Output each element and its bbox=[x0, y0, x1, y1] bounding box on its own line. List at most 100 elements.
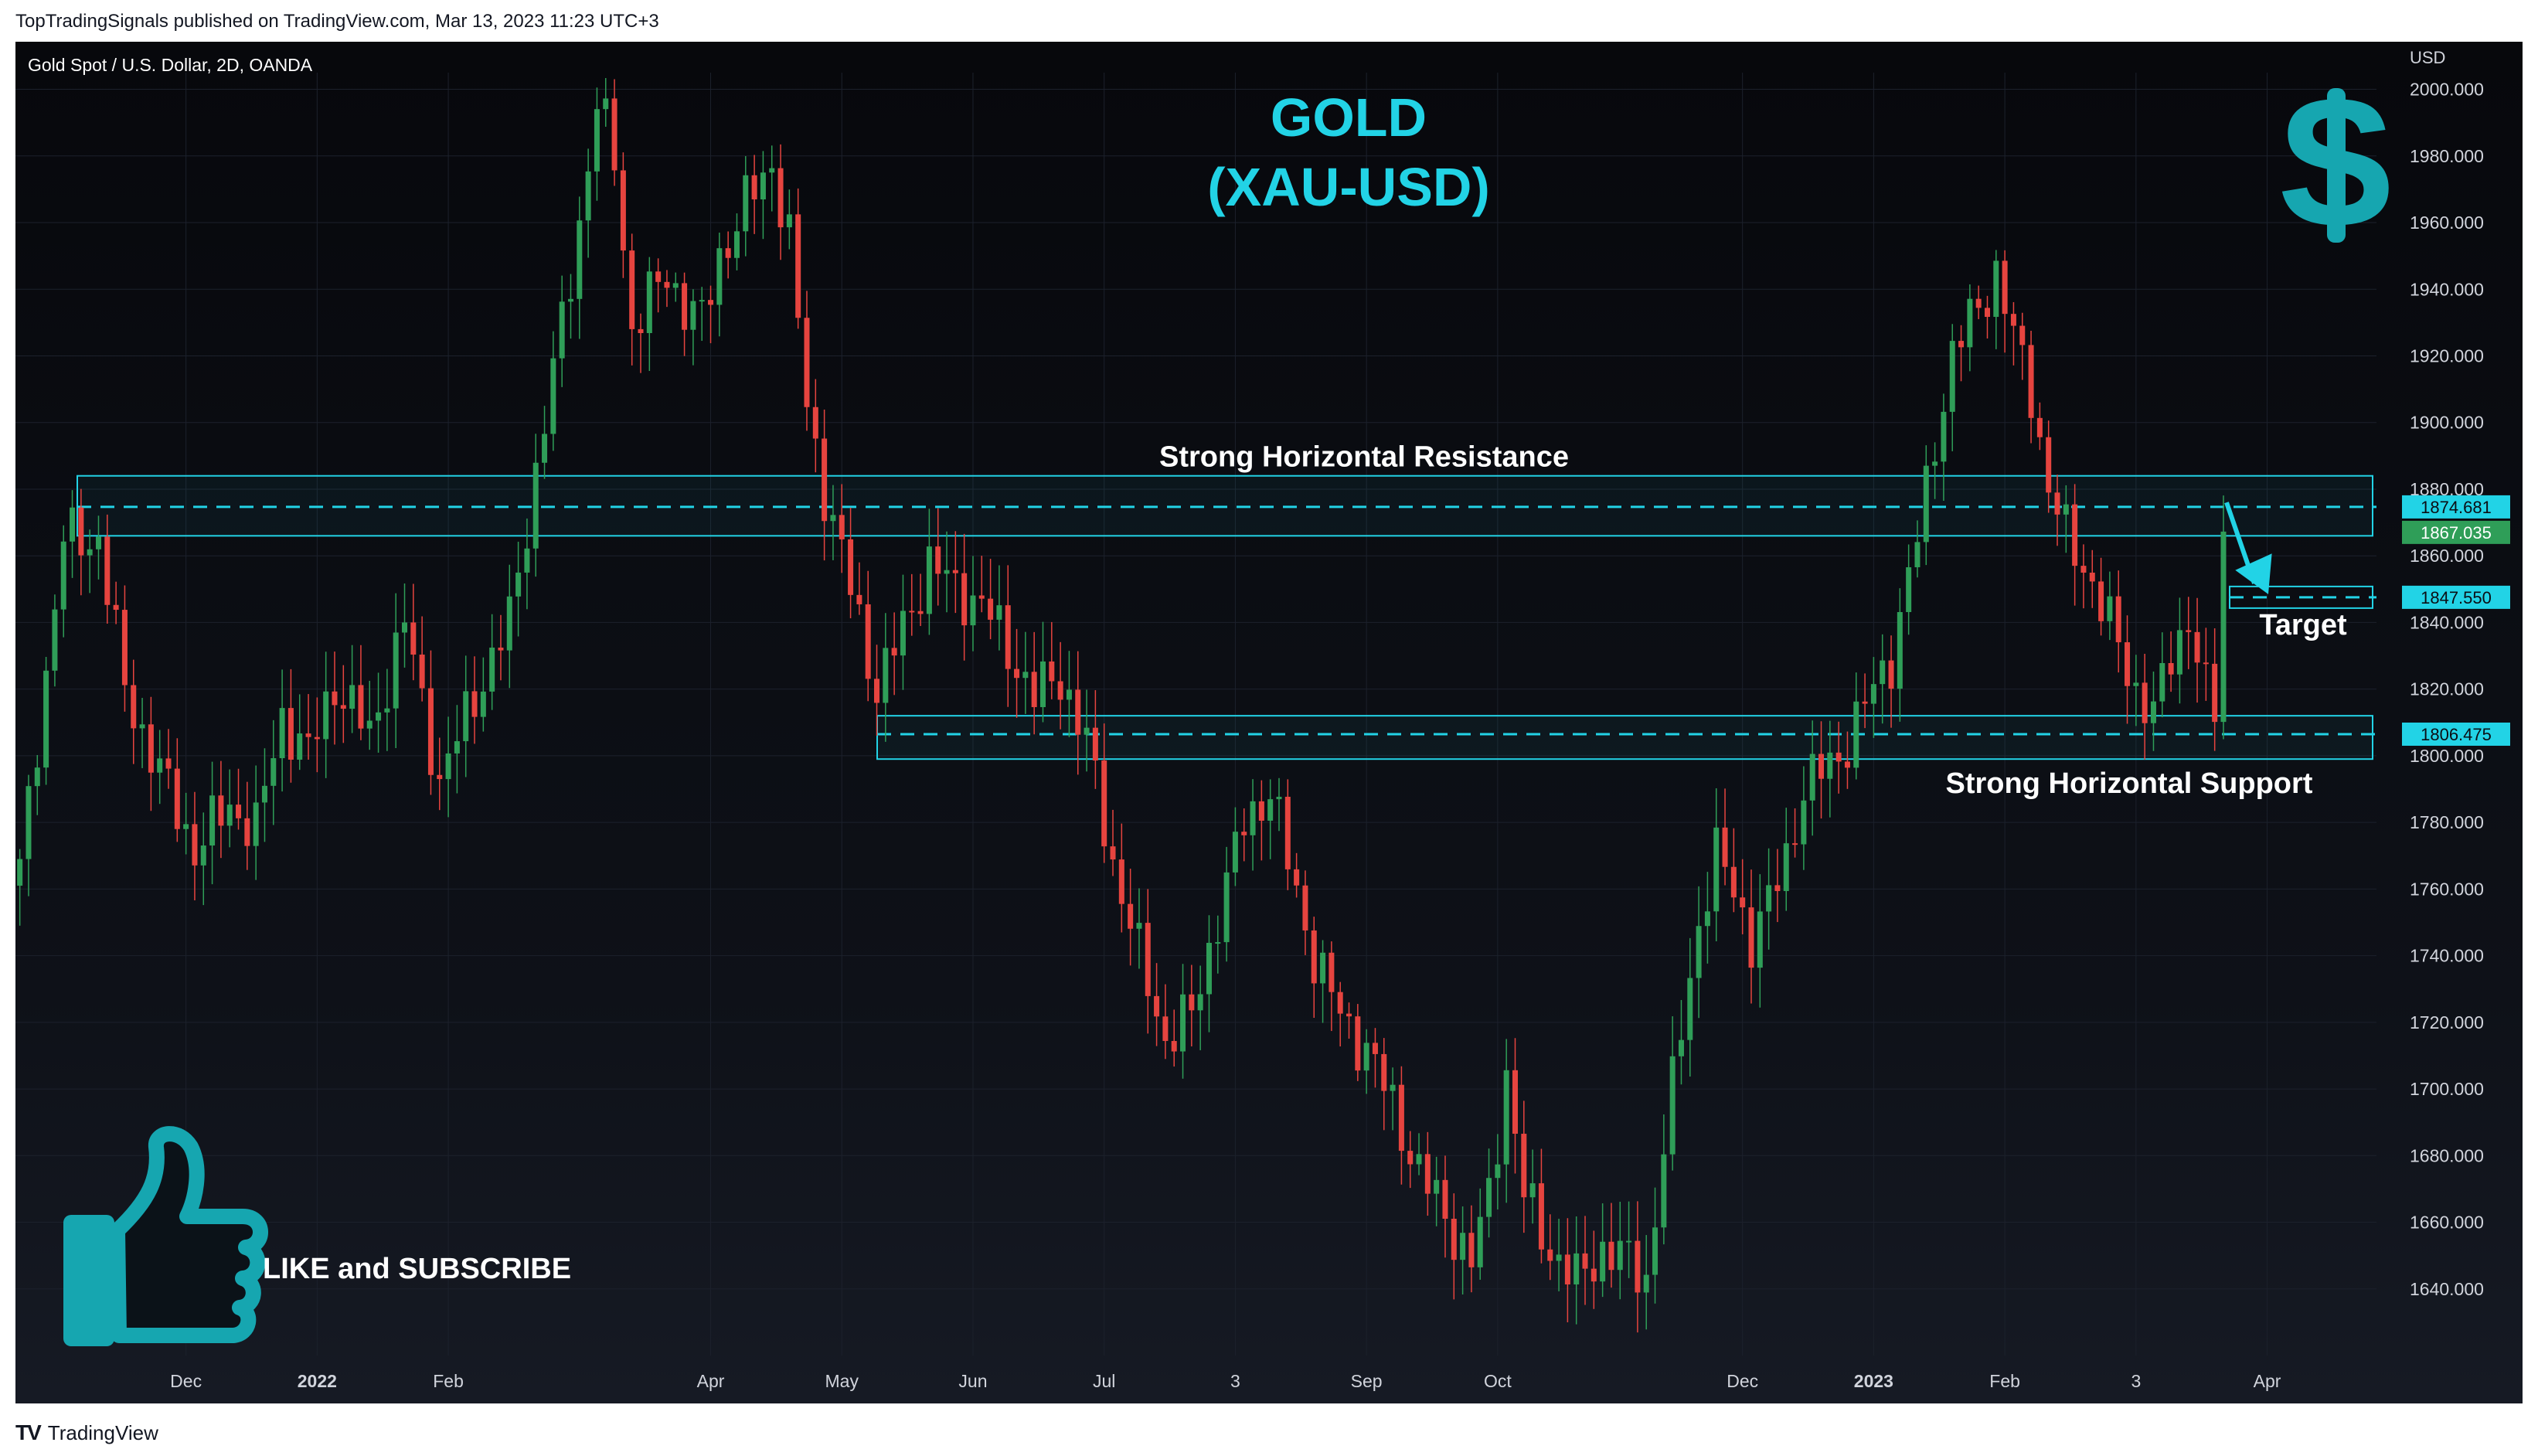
candle[interactable] bbox=[550, 331, 556, 451]
candle[interactable] bbox=[1197, 965, 1203, 1050]
candle[interactable] bbox=[1128, 869, 1134, 966]
candle[interactable] bbox=[1949, 324, 1955, 451]
candle[interactable] bbox=[672, 272, 679, 302]
candle[interactable] bbox=[1669, 1016, 1676, 1171]
candle[interactable] bbox=[2098, 557, 2104, 636]
candle[interactable] bbox=[1801, 766, 1807, 870]
candle[interactable] bbox=[87, 529, 93, 594]
candle[interactable] bbox=[1853, 672, 1859, 780]
candle[interactable] bbox=[682, 272, 688, 356]
candle[interactable] bbox=[200, 812, 206, 906]
candle[interactable] bbox=[437, 737, 443, 811]
candle[interactable] bbox=[1022, 631, 1029, 714]
candle[interactable] bbox=[725, 231, 731, 279]
candle[interactable] bbox=[1967, 284, 1973, 372]
candle[interactable] bbox=[506, 564, 512, 689]
candle[interactable] bbox=[2159, 632, 2165, 718]
candle[interactable] bbox=[1844, 731, 1850, 789]
candle[interactable] bbox=[1005, 565, 1011, 707]
candle[interactable] bbox=[287, 668, 294, 783]
candle[interactable] bbox=[839, 484, 845, 573]
candle[interactable] bbox=[410, 583, 417, 681]
candle[interactable] bbox=[1145, 889, 1151, 1034]
candle[interactable] bbox=[366, 680, 373, 750]
candle[interactable] bbox=[1975, 285, 1982, 319]
candle[interactable] bbox=[1442, 1155, 1448, 1258]
candle[interactable] bbox=[690, 289, 696, 366]
candle[interactable] bbox=[733, 213, 740, 270]
candle[interactable] bbox=[1774, 849, 1781, 923]
candle[interactable] bbox=[777, 144, 784, 260]
candle[interactable] bbox=[1547, 1214, 1553, 1281]
candle[interactable] bbox=[996, 565, 1002, 651]
candle[interactable] bbox=[1180, 964, 1186, 1079]
candle[interactable] bbox=[1713, 788, 1720, 941]
candle[interactable] bbox=[1730, 828, 1737, 913]
candle[interactable] bbox=[611, 79, 617, 186]
candle[interactable] bbox=[1582, 1216, 1588, 1305]
candle[interactable] bbox=[1057, 641, 1063, 730]
candle[interactable] bbox=[1092, 690, 1098, 789]
candle[interactable] bbox=[2194, 597, 2200, 703]
chart-frame[interactable]: Strong Horizontal Resistance Strong Horiz… bbox=[15, 42, 2523, 1403]
candle[interactable] bbox=[1346, 1002, 1352, 1039]
chart[interactable]: Strong Horizontal Resistance Strong Horiz… bbox=[15, 42, 2523, 1403]
candle[interactable] bbox=[1914, 520, 1921, 578]
candle[interactable] bbox=[1740, 859, 1746, 934]
candle[interactable] bbox=[865, 570, 871, 702]
candle[interactable] bbox=[2115, 570, 2121, 673]
candle[interactable] bbox=[1320, 940, 1326, 1023]
candle[interactable] bbox=[43, 657, 49, 785]
candle[interactable] bbox=[1704, 872, 1710, 964]
candle[interactable] bbox=[1783, 808, 1789, 911]
candle[interactable] bbox=[743, 155, 749, 257]
candle[interactable] bbox=[1276, 777, 1282, 832]
candle[interactable] bbox=[340, 665, 346, 743]
candle[interactable] bbox=[1434, 1156, 1440, 1226]
candle[interactable] bbox=[585, 148, 591, 258]
candle[interactable] bbox=[1608, 1203, 1614, 1288]
candle[interactable] bbox=[480, 657, 486, 732]
candle[interactable] bbox=[2072, 484, 2078, 606]
candle[interactable] bbox=[1337, 981, 1343, 1047]
candle[interactable] bbox=[1110, 809, 1116, 876]
candle[interactable] bbox=[532, 434, 539, 577]
candle[interactable] bbox=[1809, 720, 1815, 836]
candle[interactable] bbox=[226, 769, 233, 848]
candle[interactable] bbox=[2133, 655, 2139, 726]
candle[interactable] bbox=[1460, 1206, 1466, 1294]
candle[interactable] bbox=[148, 696, 154, 811]
candle[interactable] bbox=[1258, 780, 1264, 861]
candle[interactable] bbox=[157, 730, 163, 805]
candle[interactable] bbox=[1468, 1205, 1475, 1293]
candle[interactable] bbox=[402, 583, 408, 668]
candle[interactable] bbox=[1722, 788, 1728, 886]
candle[interactable] bbox=[944, 531, 950, 613]
candle[interactable] bbox=[1014, 628, 1020, 718]
candle[interactable] bbox=[1206, 915, 1212, 1032]
candle[interactable] bbox=[1652, 1187, 1659, 1304]
candle[interactable] bbox=[577, 196, 583, 339]
candle[interactable] bbox=[1870, 657, 1876, 738]
candle[interactable] bbox=[270, 719, 277, 825]
candle[interactable] bbox=[716, 233, 723, 337]
candle[interactable] bbox=[60, 525, 66, 638]
candle[interactable] bbox=[139, 698, 145, 768]
candle[interactable] bbox=[1661, 1114, 1667, 1245]
candle[interactable] bbox=[1932, 442, 1938, 499]
candle[interactable] bbox=[524, 518, 530, 610]
candle[interactable] bbox=[1906, 544, 1912, 635]
candle[interactable] bbox=[1643, 1235, 1649, 1330]
candle[interactable] bbox=[891, 612, 897, 696]
candle[interactable] bbox=[594, 87, 600, 201]
candle[interactable] bbox=[323, 651, 329, 778]
candle[interactable] bbox=[165, 729, 172, 789]
candle[interactable] bbox=[1039, 621, 1046, 723]
candle[interactable] bbox=[52, 594, 58, 687]
candle[interactable] bbox=[1503, 1039, 1509, 1203]
candle[interactable] bbox=[70, 490, 76, 578]
candle[interactable] bbox=[2010, 301, 2016, 366]
candle[interactable] bbox=[2063, 485, 2069, 553]
candle[interactable] bbox=[2203, 628, 2209, 701]
candle[interactable] bbox=[629, 233, 635, 366]
